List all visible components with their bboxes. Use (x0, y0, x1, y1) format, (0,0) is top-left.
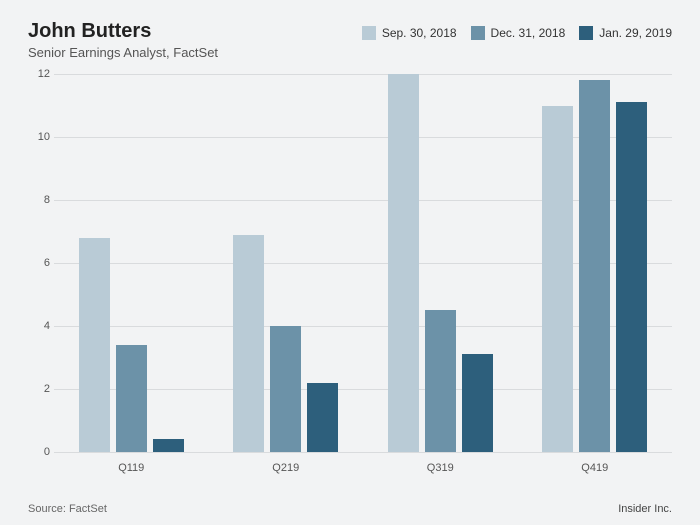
bar (233, 235, 264, 452)
header-row: John Butters Senior Earnings Analyst, Fa… (28, 20, 672, 60)
x-tick-label: Q219 (272, 462, 299, 474)
bar (79, 238, 110, 452)
bar (388, 74, 419, 452)
chart-card: John Butters Senior Earnings Analyst, Fa… (0, 0, 700, 525)
y-tick-label: 4 (28, 320, 50, 332)
chart-area: 024681012Q119Q219Q319Q419 (28, 74, 672, 474)
bar (542, 106, 573, 453)
attribution: Insider Inc. (618, 503, 672, 515)
x-tick-label: Q319 (427, 462, 454, 474)
legend-item: Sep. 30, 2018 (362, 26, 457, 40)
bar (616, 102, 647, 452)
y-tick-label: 0 (28, 446, 50, 458)
legend-swatch (362, 26, 376, 40)
source-label: Source: FactSet (28, 503, 107, 515)
y-tick-label: 10 (28, 131, 50, 143)
legend-swatch (579, 26, 593, 40)
legend: Sep. 30, 2018 Dec. 31, 2018 Jan. 29, 2019 (362, 20, 672, 40)
legend-label: Jan. 29, 2019 (599, 26, 672, 40)
footer: Source: FactSet Insider Inc. (28, 503, 672, 515)
bar (153, 439, 184, 452)
legend-item: Dec. 31, 2018 (471, 26, 566, 40)
x-tick-label: Q119 (118, 462, 144, 474)
gridline (54, 452, 672, 453)
y-tick-label: 2 (28, 383, 50, 395)
legend-item: Jan. 29, 2019 (579, 26, 672, 40)
plot-region (54, 74, 672, 452)
x-tick-label: Q419 (581, 462, 608, 474)
legend-swatch (471, 26, 485, 40)
chart-title: John Butters (28, 20, 218, 43)
y-tick-label: 12 (28, 68, 50, 80)
bar (579, 80, 610, 452)
y-tick-label: 8 (28, 194, 50, 206)
gridline (54, 74, 672, 75)
legend-label: Dec. 31, 2018 (491, 26, 566, 40)
bar (425, 310, 456, 452)
bar (307, 383, 338, 452)
chart-subtitle: Senior Earnings Analyst, FactSet (28, 45, 218, 60)
y-tick-label: 6 (28, 257, 50, 269)
bar (462, 354, 493, 452)
bar (116, 345, 147, 452)
title-block: John Butters Senior Earnings Analyst, Fa… (28, 20, 218, 60)
bar (270, 326, 301, 452)
legend-label: Sep. 30, 2018 (382, 26, 457, 40)
